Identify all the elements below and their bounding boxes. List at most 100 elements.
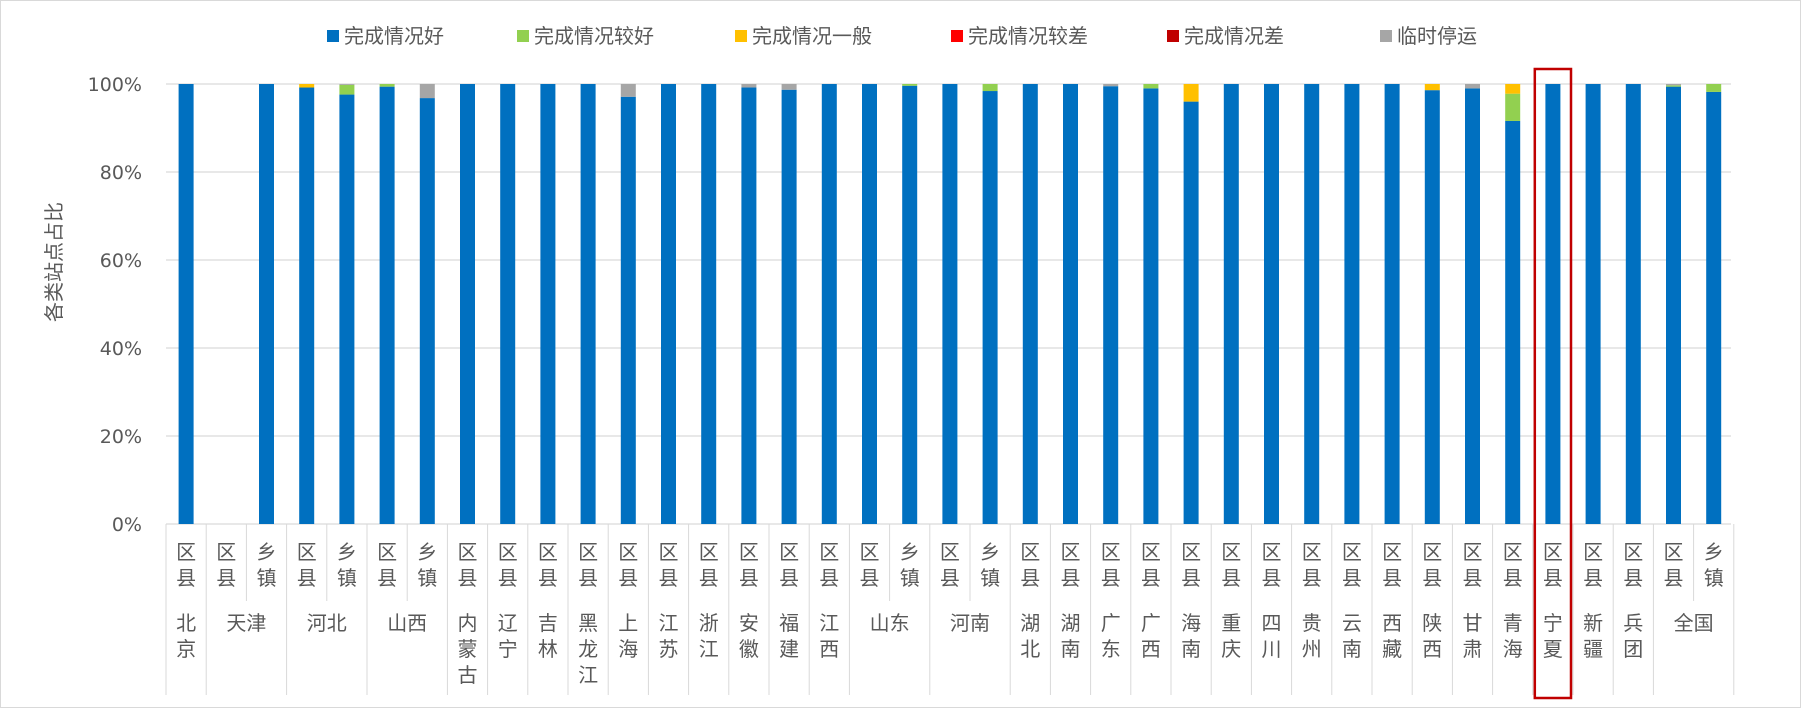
group-label-char: 安 [739,611,759,635]
bar-segment [1465,88,1480,525]
bar-type-char: 县 [216,566,236,590]
bar-segment [339,94,355,524]
bar-type-char: 区 [1422,540,1442,564]
legend-swatch [327,30,339,42]
bar-segment [460,84,475,524]
bar-segment [1424,84,1440,91]
bar-type-label: 区县 [739,540,759,590]
group-label: 江苏 [659,611,679,661]
bar-type-char: 区 [618,540,638,564]
group-label-char: 湖 [1061,611,1081,635]
bar-segment [781,89,797,524]
bar-segment [339,84,355,85]
bar-segment [862,84,877,524]
bar-type-label: 区县 [1262,540,1282,590]
bar-segment [1183,101,1199,524]
y-tick-label: 0% [112,514,142,536]
bar-type-char: 县 [377,566,397,590]
bar-type-char: 县 [1181,566,1201,590]
bar-segment [701,84,717,524]
bar-type-label: 区县 [1422,540,1442,590]
legend-item: 临时停运 [1380,24,1477,48]
group-label-text: 天津 [226,611,266,635]
bar-segment [1545,84,1561,524]
legend-label: 临时停运 [1397,24,1477,48]
group-label-char: 西 [819,637,839,661]
bar-type-char: 区 [1623,540,1643,564]
group-label: 安徽 [739,611,759,661]
bar-type-char: 县 [1302,566,1322,590]
bar-type-char: 镇 [1704,566,1724,590]
bar-type-char: 县 [659,566,679,590]
bar-segment [902,85,918,524]
bar-type-char: 区 [1583,540,1603,564]
bar-segment [1465,84,1480,89]
bar-type-char: 镇 [417,566,437,590]
bar-type-char: 乡 [980,540,1000,564]
bar-type-char: 县 [578,566,598,590]
bar-type-label: 乡镇 [337,540,357,590]
bar-type-label: 区县 [176,540,196,590]
bar-segment [1022,84,1038,524]
group-label: 江西 [819,611,839,661]
group-label-char: 林 [538,637,558,661]
bar-type-char: 镇 [980,566,1000,590]
bar-segment [419,98,435,524]
bar-segment [821,84,837,524]
group-label-char: 夏 [1543,637,1563,661]
bar-segment [1505,93,1521,121]
bar-type-char: 镇 [257,566,277,590]
legend-swatch [951,30,963,42]
bar-type-label: 区县 [1583,540,1603,590]
bar-type-label: 区县 [699,540,719,590]
y-tick-label: 40% [100,338,142,360]
bar-type-char: 县 [538,566,558,590]
bar-type-char: 县 [1020,566,1040,590]
bar-type-char: 县 [1101,566,1121,590]
bar-type-label: 区县 [578,540,598,590]
bar-type-char: 区 [860,540,880,564]
group-label-char: 京 [176,637,196,661]
group-label-char: 宁 [498,637,518,661]
bar-type-char: 区 [1382,540,1402,564]
bar-type-label: 区县 [659,540,679,590]
bar-type-label: 区县 [819,540,839,590]
bar-type-label: 区县 [1463,540,1483,590]
bar-segment [1666,86,1681,524]
group-label-char: 西 [1422,637,1442,661]
bar-segment [580,84,596,524]
group-label-text: 全国 [1674,611,1714,635]
bar-type-char: 区 [819,540,839,564]
group-label-char: 四 [1262,611,1282,635]
group-label-char: 海 [1181,611,1201,635]
group-label-char: 青 [1503,611,1523,635]
legend-label: 完成情况一般 [752,24,872,48]
bar-segment [259,84,274,524]
bar-type-label: 区县 [1020,540,1040,590]
bar-type-char: 县 [779,566,799,590]
highlight-layer [1533,67,1573,700]
bar-segment [379,84,395,87]
group-label-char: 黑 [578,611,598,635]
group-label: 甘肃 [1463,611,1483,661]
bar-type-char: 县 [1463,566,1483,590]
bar-type-char: 县 [1623,566,1643,590]
group-label: 贵州 [1302,611,1322,661]
legend-label: 完成情况差 [1184,24,1284,48]
bar-segment [902,84,918,86]
group-label: 山东 [870,611,910,635]
group-label-char: 北 [176,611,196,635]
bar-type-char: 区 [659,540,679,564]
bar-segment [1666,85,1681,87]
bar-segment [1384,84,1400,524]
bar-type-char: 县 [176,566,196,590]
bar-segment [1143,84,1159,89]
group-label-char: 南 [1061,637,1081,661]
bar-type-char: 县 [297,566,317,590]
bar-type-char: 县 [699,566,719,590]
group-label-char: 内 [458,611,478,635]
bar-segment [942,84,958,524]
bar-type-char: 县 [1664,566,1684,590]
bar-type-char: 区 [940,540,960,564]
bar-type-char: 县 [458,566,478,590]
